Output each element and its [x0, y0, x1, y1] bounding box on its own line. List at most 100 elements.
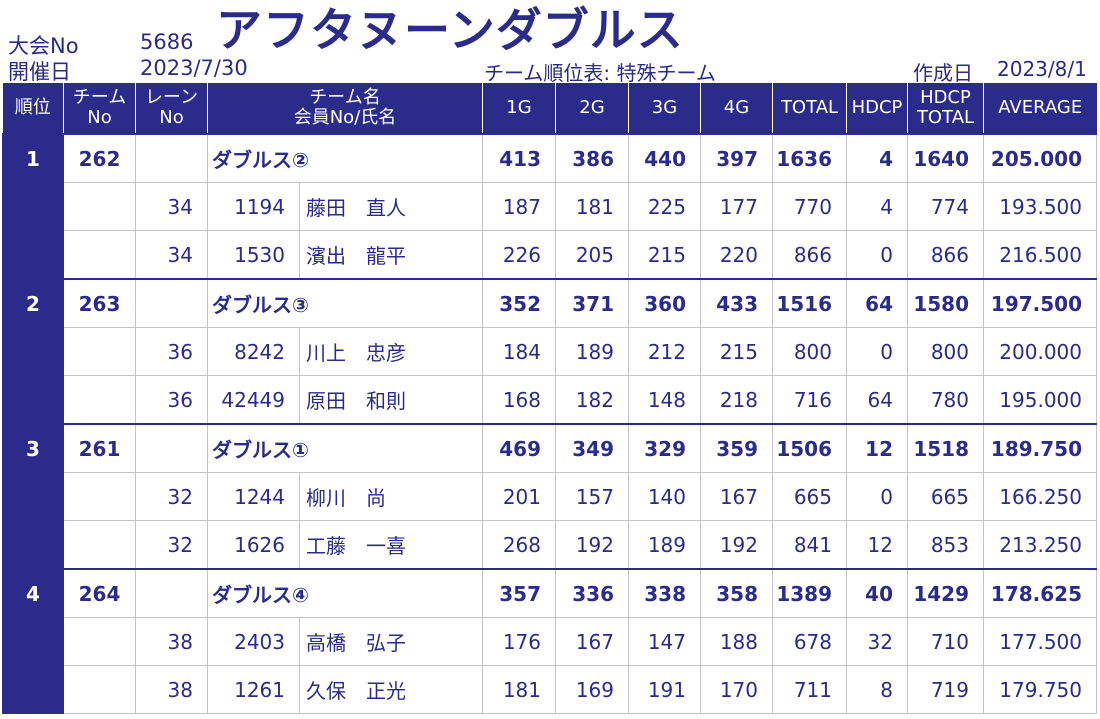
col-game-3: 3G [628, 83, 701, 134]
member-total-cell: 770 [772, 182, 847, 231]
member-g1-cell: 168 [482, 375, 556, 425]
rank-cell-empty [2, 472, 64, 521]
rank-cell: 3 [2, 423, 64, 473]
team-g4-cell: 359 [700, 423, 773, 473]
rank-cell-empty [2, 617, 64, 666]
lane-cell [135, 423, 208, 473]
rank-cell-empty [2, 182, 64, 231]
col-game-4: 4G [700, 83, 773, 134]
team-row: 3 261 ダブルス① 469 349 329 359 1506 12 1518 189.750 [2, 423, 1097, 473]
member-g4-cell: 218 [700, 375, 773, 425]
member-g3-cell: 215 [628, 230, 701, 280]
member-g4-cell: 167 [700, 472, 773, 521]
member-no-cell: 8242 [207, 327, 300, 376]
team-average-cell: 178.625 [983, 568, 1097, 618]
member-hdcp-cell: 8 [846, 665, 908, 714]
member-hdcp-total-cell: 710 [907, 617, 984, 666]
member-name-cell: 工藤 一喜 [299, 520, 483, 570]
team-g2-cell: 386 [555, 133, 629, 183]
team-hdcp-total-cell: 1429 [907, 568, 984, 618]
member-g4-cell: 170 [700, 665, 773, 714]
col-name: チーム名 会員No/氏名 [207, 83, 483, 134]
lane-cell [135, 133, 208, 183]
member-hdcp-cell: 0 [846, 472, 908, 521]
member-g2-cell: 205 [555, 230, 629, 280]
member-g1-cell: 187 [482, 182, 556, 231]
member-hdcp-cell: 0 [846, 230, 908, 280]
member-g4-cell: 188 [700, 617, 773, 666]
team-average-cell: 205.000 [983, 133, 1097, 183]
member-hdcp-total-cell: 853 [907, 520, 984, 570]
member-g3-cell: 140 [628, 472, 701, 521]
member-hdcp-total-cell: 780 [907, 375, 984, 425]
lane-cell: 38 [135, 665, 208, 714]
member-no-cell: 1530 [207, 230, 300, 280]
member-no-cell: 1261 [207, 665, 300, 714]
team-name-cell: ダブルス② [207, 133, 483, 183]
member-average-cell: 213.250 [983, 520, 1097, 570]
member-g2-cell: 167 [555, 617, 629, 666]
team-name-cell: ダブルス① [207, 423, 483, 473]
team-row: 2 263 ダブルス③ 352 371 360 433 1516 64 1580 197.500 [2, 278, 1097, 328]
team-name-cell: ダブルス③ [207, 278, 483, 328]
col-game-1: 1G [482, 83, 556, 134]
team-no-cell-empty [63, 520, 136, 570]
col-game-2: 2G [555, 83, 629, 134]
member-g3-cell: 212 [628, 327, 701, 376]
member-average-cell: 177.500 [983, 617, 1097, 666]
tournament-no-label: 大会No [8, 34, 79, 58]
member-total-cell: 841 [772, 520, 847, 570]
team-g4-cell: 397 [700, 133, 773, 183]
team-g1-cell: 469 [482, 423, 556, 473]
member-g4-cell: 220 [700, 230, 773, 280]
member-g1-cell: 181 [482, 665, 556, 714]
team-total-cell: 1389 [772, 568, 847, 618]
member-g1-cell: 201 [482, 472, 556, 521]
member-g1-cell: 184 [482, 327, 556, 376]
member-total-cell: 665 [772, 472, 847, 521]
team-no-cell-empty [63, 375, 136, 425]
col-average: AVERAGE [983, 83, 1097, 134]
team-row: 4 264 ダブルス④ 357 336 338 358 1389 40 1429 178.625 [2, 568, 1097, 618]
member-no-cell: 1194 [207, 182, 300, 231]
member-g3-cell: 189 [628, 520, 701, 570]
team-hdcp-total-cell: 1580 [907, 278, 984, 328]
rank-cell-empty [2, 230, 64, 280]
member-no-cell: 42449 [207, 375, 300, 425]
member-hdcp-total-cell: 800 [907, 327, 984, 376]
team-no-cell-empty [63, 665, 136, 714]
team-average-cell: 197.500 [983, 278, 1097, 328]
team-no-cell: 262 [63, 133, 136, 183]
member-no-cell: 1244 [207, 472, 300, 521]
team-total-cell: 1636 [772, 133, 847, 183]
rank-cell: 2 [2, 278, 64, 328]
team-hdcp-cell: 4 [846, 133, 908, 183]
team-g4-cell: 433 [700, 278, 773, 328]
lane-cell [135, 278, 208, 328]
team-hdcp-cell: 40 [846, 568, 908, 618]
member-name-cell: 高橋 弘子 [299, 617, 483, 666]
team-no-cell-empty [63, 182, 136, 231]
team-total-cell: 1516 [772, 278, 847, 328]
member-no-cell: 1626 [207, 520, 300, 570]
team-no-cell: 261 [63, 423, 136, 473]
member-hdcp-cell: 4 [846, 182, 908, 231]
team-ranking-table: 順位 チーム No レーン No チーム名 会員No/氏名 1G 2G 3G 4G T… [2, 83, 1097, 714]
member-row: 36 8242 川上 忠彦 184 189 212 215 800 0 800 200.000 [2, 327, 1097, 376]
team-g2-cell: 336 [555, 568, 629, 618]
lane-cell [135, 568, 208, 618]
team-no-cell-empty [63, 617, 136, 666]
lane-cell: 32 [135, 472, 208, 521]
tournament-no-value: 5686 [140, 30, 194, 54]
rank-cell-empty [2, 327, 64, 376]
lane-cell: 32 [135, 520, 208, 570]
lane-cell: 36 [135, 327, 208, 376]
rank-cell-empty [2, 520, 64, 570]
member-g4-cell: 215 [700, 327, 773, 376]
team-g2-cell: 371 [555, 278, 629, 328]
team-row: 1 262 ダブルス② 413 386 440 397 1636 4 1640 205.000 [2, 133, 1097, 183]
team-g1-cell: 352 [482, 278, 556, 328]
lane-cell: 34 [135, 230, 208, 280]
col-hdcp: HDCP [846, 83, 908, 134]
member-g2-cell: 169 [555, 665, 629, 714]
